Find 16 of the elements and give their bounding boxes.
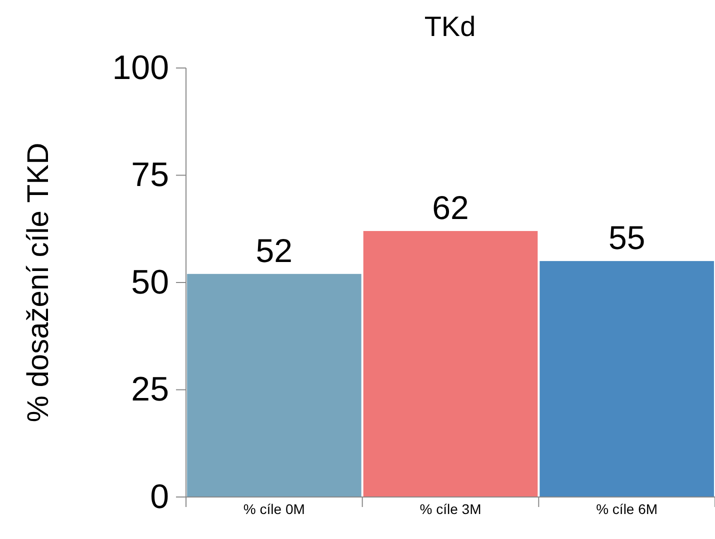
bar xyxy=(363,231,538,497)
data-label: 55 xyxy=(608,219,646,256)
x-tick-label: % cíle 3M xyxy=(420,501,482,517)
chart-title: TKd xyxy=(424,11,476,42)
y-tick-label: 0 xyxy=(150,478,169,516)
y-axis-title: % dosažení cíle TKD xyxy=(22,142,55,422)
x-tick-label: % cíle 0M xyxy=(243,501,305,517)
y-tick-label: 25 xyxy=(131,370,169,409)
y-tick-label: 50 xyxy=(131,263,169,302)
y-tick-label: 75 xyxy=(131,156,169,194)
data-label: 62 xyxy=(432,189,469,226)
y-tick-label: 100 xyxy=(112,48,169,87)
bar xyxy=(540,261,714,497)
bar xyxy=(187,274,362,497)
data-label: 52 xyxy=(256,232,293,269)
x-tick-label: % cíle 6M xyxy=(596,501,658,517)
